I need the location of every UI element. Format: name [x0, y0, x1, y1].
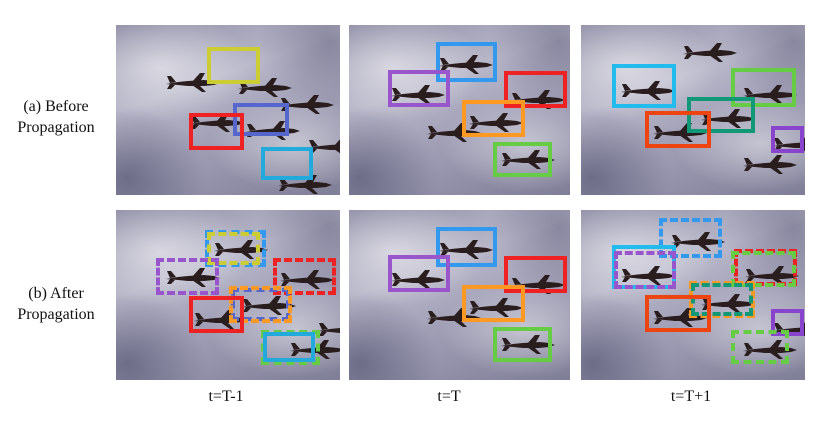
- jet-icon: [164, 268, 222, 288]
- propagated-bounding-box: [207, 232, 260, 265]
- bounding-box: [687, 97, 755, 133]
- bounding-box: [645, 295, 711, 332]
- bounding-box: [612, 64, 676, 108]
- propagated-bounding-box: [659, 218, 722, 258]
- jet-icon: [389, 270, 447, 290]
- jet-icon: [212, 240, 270, 260]
- jet-icon: [681, 43, 739, 63]
- jet-icon: [437, 240, 495, 260]
- propagated-bounding-box: [229, 286, 292, 323]
- bounding-box: [233, 103, 289, 136]
- bounding-box: [388, 255, 450, 292]
- bounding-box: [493, 327, 552, 362]
- jet-icon: [164, 73, 222, 93]
- bounding-box: [436, 227, 497, 267]
- row-label-after-line1: (b) After: [28, 285, 84, 302]
- jet-icon: [288, 340, 340, 360]
- panel-after-t: [349, 210, 570, 380]
- propagated-bounding-box: [731, 251, 796, 287]
- jet-icon: [499, 335, 557, 355]
- bounding-box: [493, 142, 552, 177]
- jet-icon: [467, 113, 525, 133]
- panel-before-t-minus-1: [116, 25, 340, 195]
- bounding-box: [504, 71, 567, 108]
- column-label-t-minus-1: t=T-1: [208, 388, 244, 405]
- bounding-box: [462, 285, 525, 322]
- row-label-before-line2: Propagation: [17, 119, 95, 136]
- jet-icon: [619, 81, 677, 101]
- bounding-box: [388, 70, 450, 107]
- bounding-box: [207, 47, 260, 84]
- propagated-bounding-box: [691, 283, 753, 316]
- row-label-after-line2: Propagation: [17, 306, 95, 323]
- jet-icon: [499, 150, 557, 170]
- jet-icon: [316, 320, 340, 340]
- bounding-box: [436, 42, 497, 82]
- jet-icon: [741, 155, 799, 175]
- column-label-t: t=T: [437, 388, 461, 405]
- jet-icon: [437, 55, 495, 75]
- jet-icon: [278, 270, 336, 290]
- propagated-bounding-box: [614, 251, 676, 289]
- bounding-box: [645, 111, 711, 148]
- panel-before-t-plus-1: [581, 25, 805, 195]
- jet-icon: [669, 232, 727, 252]
- bounding-box: [504, 256, 567, 293]
- jet-icon: [240, 296, 298, 316]
- panel-after-t-minus-1: [116, 210, 340, 380]
- bounding-box: [189, 296, 244, 333]
- bounding-box: [731, 68, 796, 107]
- bounding-box: [189, 113, 244, 150]
- panel-before-t: [349, 25, 570, 195]
- jet-icon: [741, 340, 799, 360]
- propagated-bounding-box: [731, 330, 789, 364]
- row-label-before: (a) Before Propagation: [0, 96, 112, 138]
- jet-icon: [236, 78, 294, 98]
- propagated-bounding-box: [273, 258, 336, 295]
- bounding-box: [261, 147, 313, 180]
- bounding-box: [462, 100, 525, 137]
- jet-icon: [389, 85, 447, 105]
- jet-icon: [619, 266, 677, 286]
- bounding-box: [771, 126, 804, 153]
- propagated-bounding-box: [156, 258, 219, 295]
- column-label-t-plus-1: t=T+1: [670, 388, 712, 405]
- row-label-after: (b) After Propagation: [0, 283, 112, 325]
- jet-icon: [467, 298, 525, 318]
- bounding-box: [263, 332, 315, 362]
- row-label-before-line1: (a) Before: [23, 98, 89, 115]
- panel-after-t-plus-1: [581, 210, 805, 380]
